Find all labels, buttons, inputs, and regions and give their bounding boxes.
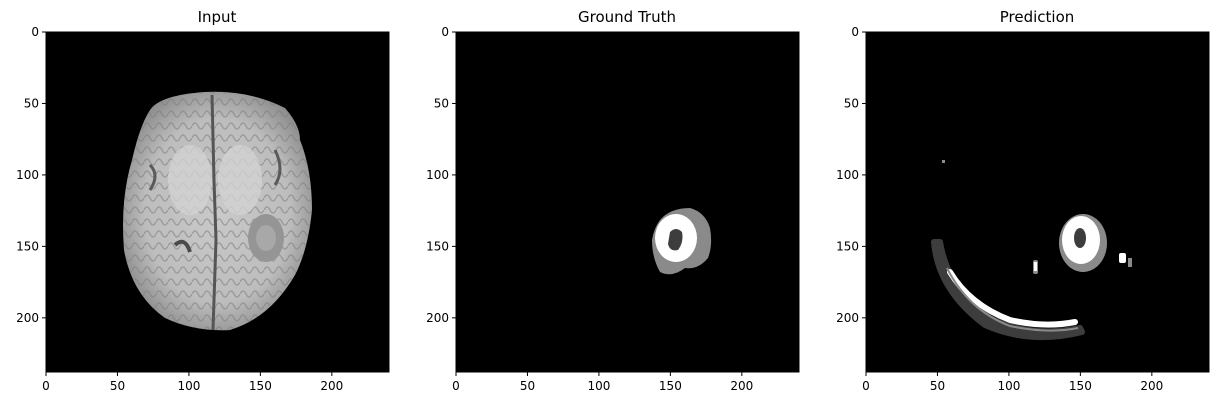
y-tick-label: 0	[851, 25, 859, 39]
x-tick-label: 100	[177, 379, 200, 393]
prediction-speck	[942, 160, 945, 163]
x-tick-label: 0	[452, 379, 460, 393]
x-tick-label: 50	[930, 379, 945, 393]
panel-input-frame	[45, 31, 390, 373]
y-tick-label: 150	[16, 239, 39, 253]
prediction-small-blob-left-core	[1034, 262, 1037, 271]
prediction-necrotic-core	[1074, 228, 1086, 248]
prediction-false-positive-arc-bright	[947, 269, 1078, 328]
x-tick-label: 100	[997, 379, 1020, 393]
y-tick-label: 100	[836, 168, 859, 182]
panel-input-title: Input	[198, 8, 237, 26]
y-tick-label: 50	[844, 96, 859, 110]
x-tick-label: 200	[1140, 379, 1163, 393]
x-tick-label: 50	[520, 379, 535, 393]
panel-input-image	[46, 32, 389, 372]
panel-input-axes: 0 50 100 150 200 0 50 100 150 200	[16, 25, 343, 393]
y-tick-label: 50	[434, 96, 449, 110]
panel-ground-truth: Ground Truth 0 50 100 150 200 0 50 100 150 200	[426, 8, 800, 393]
y-tick-label: 50	[24, 96, 39, 110]
y-tick-label: 200	[16, 311, 39, 325]
brain-mri-slice	[123, 91, 312, 331]
panel-prediction-background	[866, 32, 1209, 372]
x-tick-label: 150	[1069, 379, 1092, 393]
x-tick-label: 0	[42, 379, 50, 393]
panel-input: Input 0 50 100 150 200 0 50 100 150 200	[16, 8, 390, 393]
x-tick-label: 150	[659, 379, 682, 393]
panel-ground-truth-background	[456, 32, 799, 372]
panel-prediction-image	[866, 32, 1209, 372]
y-tick-label: 0	[31, 25, 39, 39]
panel-ground-truth-axes: 0 50 100 150 200 0 50 100 150 200	[426, 25, 753, 393]
panel-prediction-axes: 0 50 100 150 200 0 50 100 150 200	[836, 25, 1163, 393]
y-tick-label: 150	[426, 239, 449, 253]
x-tick-label: 50	[110, 379, 125, 393]
x-tick-label: 200	[320, 379, 343, 393]
ground-truth-necrotic-core	[668, 229, 683, 251]
x-tick-label: 100	[587, 379, 610, 393]
x-tick-label: 200	[730, 379, 753, 393]
x-tick-label: 150	[249, 379, 272, 393]
y-tick-label: 100	[16, 168, 39, 182]
y-tick-label: 200	[426, 311, 449, 325]
prediction-small-blob-right-edge	[1128, 258, 1132, 267]
panel-ground-truth-image	[456, 32, 799, 372]
panel-prediction: Prediction 0 50 100 150 200 0 50 100 150 200	[836, 8, 1210, 393]
y-tick-label: 0	[441, 25, 449, 39]
panel-ground-truth-frame	[455, 31, 800, 373]
x-tick-label: 0	[862, 379, 870, 393]
panel-prediction-frame	[865, 31, 1210, 373]
prediction-false-positive-arc-mid	[946, 267, 1079, 332]
y-tick-label: 200	[836, 311, 859, 325]
panel-prediction-title: Prediction	[1000, 8, 1075, 26]
y-tick-label: 150	[836, 239, 859, 253]
panel-ground-truth-title: Ground Truth	[578, 8, 676, 26]
y-tick-label: 100	[426, 168, 449, 182]
prediction-small-blob-right	[1119, 253, 1126, 263]
